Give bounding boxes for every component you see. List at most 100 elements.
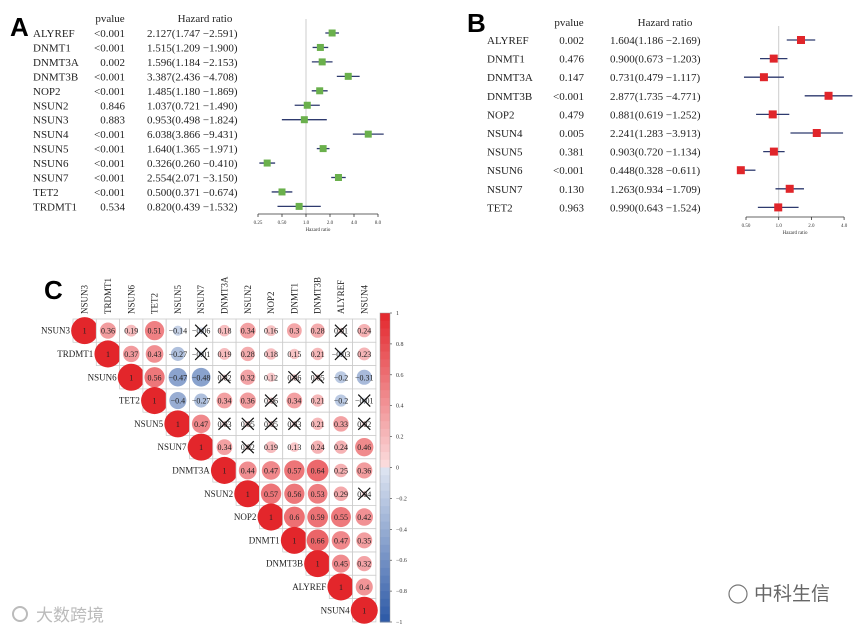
- colorbar-tick-label: −0.2: [396, 496, 407, 502]
- correlation-circle: [286, 323, 302, 339]
- correlation-value: 0.56: [287, 490, 301, 499]
- correlation-value: 0.32: [241, 373, 255, 382]
- correlation-value: 1: [83, 327, 87, 336]
- hazard-ratio-text: 0.731(0.479 −1.117): [610, 72, 700, 84]
- correlation-circle: [94, 340, 122, 368]
- correlation-circle: [260, 483, 282, 504]
- x-tick-label: 8.0: [375, 221, 382, 226]
- correlation-value: 0.32: [357, 560, 371, 569]
- colorbar-segment: [380, 397, 390, 407]
- gene-label: TET2: [33, 187, 59, 199]
- insignificant-cross: [218, 370, 231, 384]
- x-axis-label: Hazard ratio: [783, 231, 808, 236]
- hr-marker: [303, 101, 311, 109]
- pvalue: <0.001: [553, 165, 584, 177]
- x-tick-label: 4.0: [351, 221, 358, 226]
- pvalue: <0.001: [94, 173, 125, 185]
- colorbar-segment: [380, 529, 390, 538]
- correlation-value: 0.21: [311, 397, 325, 406]
- correlation-circle: [218, 324, 231, 337]
- row-label: ALYREF: [292, 582, 326, 592]
- correlation-value: 0.42: [357, 513, 371, 522]
- correlation-circle: [265, 441, 277, 454]
- correlation-circle: [216, 392, 233, 409]
- hazard-ratio-text: 0.500(0.371 −0.674): [147, 187, 238, 199]
- colorbar-segment: [380, 421, 390, 430]
- correlation-value: 0.29: [334, 490, 348, 499]
- pvalue: <0.001: [94, 144, 125, 156]
- watermark-left: 大数跨境: [36, 606, 104, 626]
- correlation-circle: [286, 392, 303, 409]
- correlation-value: 0.57: [287, 466, 301, 475]
- colorbar-tick-label: −0.4: [396, 527, 407, 533]
- correlation-value: 0.46: [357, 443, 371, 452]
- correlation-circle: [334, 463, 348, 478]
- correlation-circle: [307, 483, 328, 504]
- correlation-value: 0.19: [124, 327, 138, 336]
- hr-marker: [295, 202, 303, 210]
- hr-marker: [759, 73, 768, 82]
- correlation-value: 0.15: [287, 350, 301, 359]
- hazard-ratio-text: 0.881(0.619 −1.252): [610, 109, 701, 121]
- correlation-circle: [191, 414, 211, 434]
- column-label: NSUN2: [243, 285, 253, 314]
- correlation-value: 1: [316, 560, 320, 569]
- correlation-value: −0.14: [169, 327, 188, 336]
- correlation-value: 0.36: [241, 397, 255, 406]
- correlation-value: 0.4: [359, 583, 369, 592]
- hr-marker: [278, 188, 286, 196]
- correlation-value: 1: [222, 466, 226, 475]
- gene-label: NSUN5: [33, 144, 69, 156]
- correlation-circle: [144, 320, 165, 341]
- correlation-circle: [99, 322, 117, 339]
- correlation-circle: [71, 317, 99, 345]
- colorbar-segment: [380, 552, 390, 561]
- pvalue-header: pvalue: [95, 13, 124, 25]
- colorbar-tick-label: 0.2: [396, 435, 404, 441]
- column-label: NSUN4: [359, 284, 369, 314]
- correlation-circle: [331, 554, 351, 573]
- correlation-value: 1: [106, 350, 110, 359]
- insignificant-cross: [334, 324, 348, 338]
- colorbar-segment: [380, 367, 390, 376]
- pvalue: 0.883: [100, 115, 125, 127]
- colorbar-segment: [380, 521, 390, 530]
- pvalue: <0.001: [94, 28, 125, 40]
- row-label: DNMT3A: [172, 465, 210, 475]
- colorbar-segment: [380, 452, 390, 461]
- colorbar-segment: [380, 560, 390, 569]
- hazard-ratio-text: 1.596(1.184 −2.153): [147, 57, 238, 69]
- correlation-value: 0.35: [357, 536, 371, 545]
- correlation-value: 0.25: [334, 466, 348, 475]
- correlation-value: 0.55: [334, 513, 348, 522]
- correlation-circle: [123, 345, 140, 363]
- gene-label: ALYREF: [33, 28, 75, 40]
- gene-label: NSUN3: [33, 115, 69, 127]
- x-tick-label: 1.0: [303, 221, 310, 226]
- correlation-value: −0.2: [334, 373, 349, 382]
- colorbar-segment: [380, 351, 390, 360]
- correlation-value: 0.34: [217, 397, 231, 406]
- column-label: TET2: [150, 293, 160, 314]
- colorbar-segment: [380, 343, 390, 353]
- colorbar-tick-label: −0.6: [396, 558, 407, 564]
- colorbar-segment: [380, 328, 390, 337]
- pvalue: 0.002: [559, 35, 584, 47]
- colorbar-segment: [380, 490, 390, 499]
- correlation-value: −0.2: [334, 397, 349, 406]
- correlation-circle: [257, 503, 285, 531]
- hazard-ratio-text: 1.640(1.365 −1.971): [147, 144, 238, 156]
- correlation-circle: [168, 367, 188, 387]
- row-label: NOP2: [234, 512, 257, 522]
- colorbar-segment: [380, 567, 390, 577]
- gene-label: NOP2: [33, 86, 61, 98]
- gene-label: TRDMT1: [33, 201, 77, 213]
- correlation-value: 0.56: [148, 373, 162, 382]
- hr-marker: [316, 87, 324, 95]
- correlation-circle: [289, 348, 300, 360]
- colorbar-segment: [380, 459, 390, 468]
- gene-label: DNMT3A: [487, 72, 533, 84]
- correlation-circle: [355, 508, 374, 526]
- correlation-circle: [356, 369, 372, 385]
- pvalue: 0.479: [559, 109, 584, 121]
